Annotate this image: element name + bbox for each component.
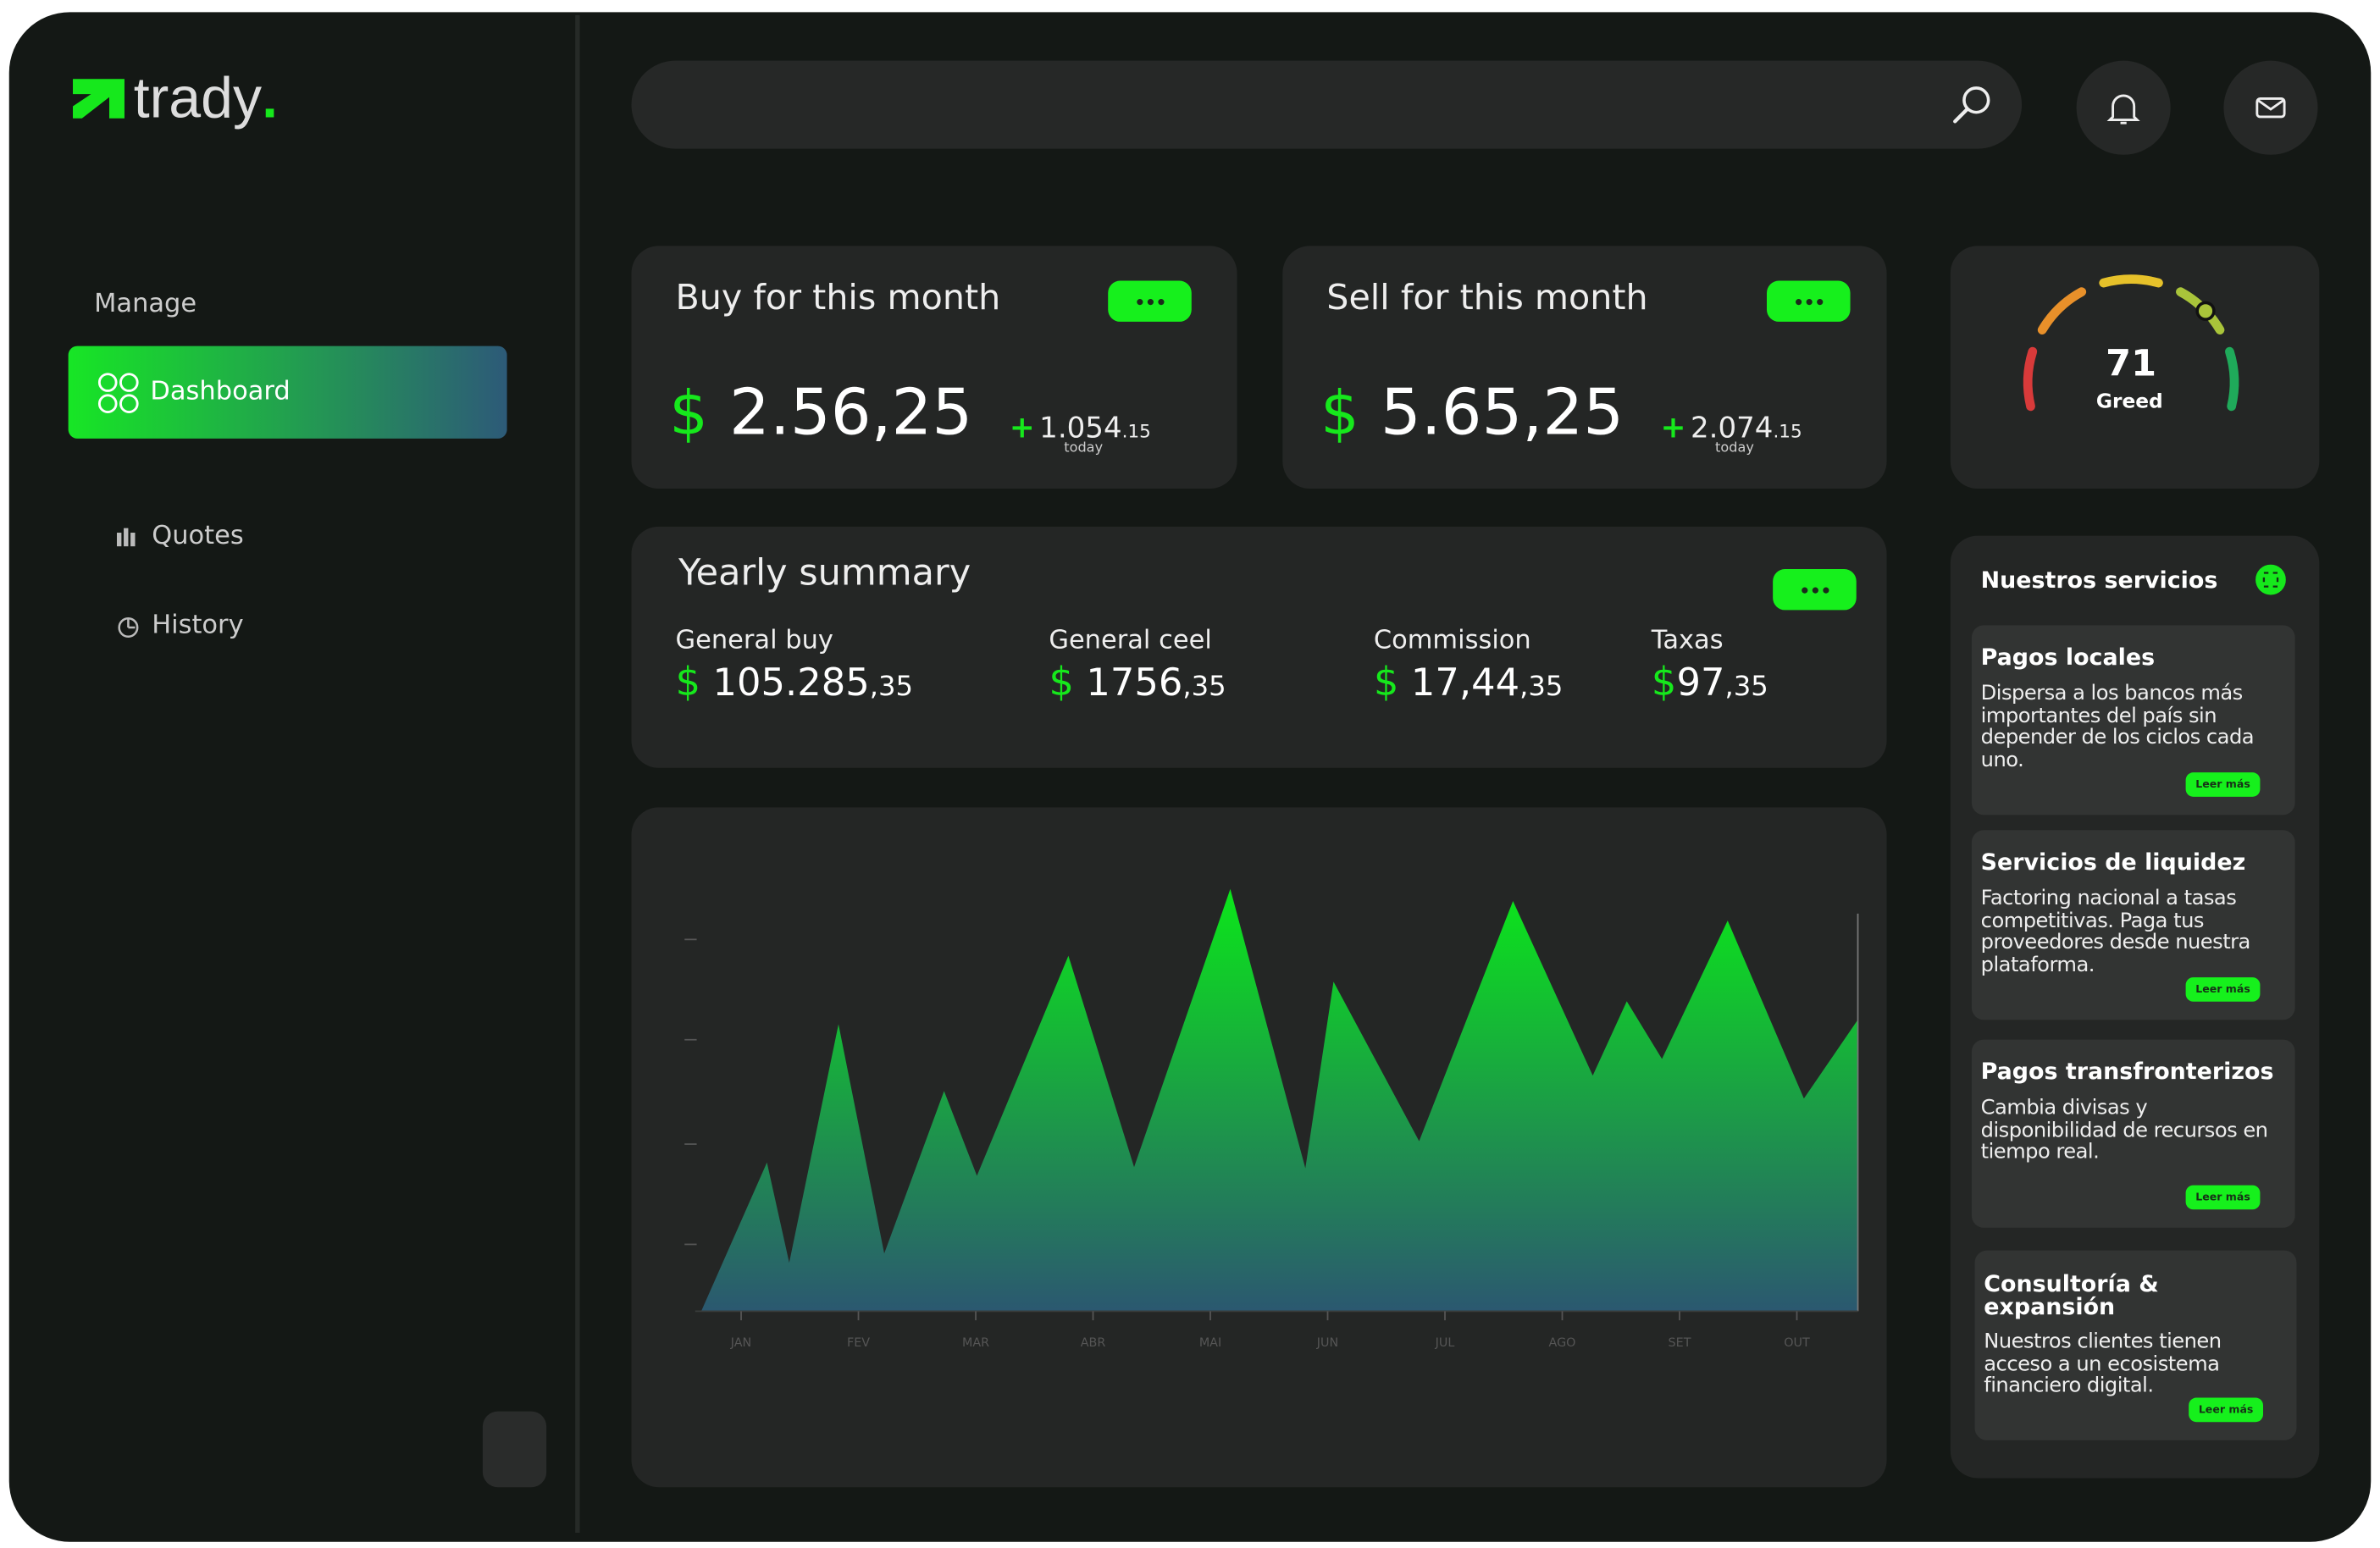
x-tick-label: JUL [1435, 1336, 1455, 1350]
summary-value: $97,35 [1652, 661, 1768, 707]
x-tick-label: JUN [1316, 1336, 1338, 1350]
x-tick-label: SET [1669, 1336, 1691, 1350]
area [701, 889, 1858, 1312]
service-card: Consultoría & expansión Nuestros clientes… [1975, 1251, 2297, 1440]
service-card: Pagos locales Dispersa a los bancos más i… [1972, 625, 2295, 815]
change-note: today [1064, 441, 1103, 457]
summary-label: General buy [675, 627, 833, 657]
summary-amount: 1756 [1086, 661, 1182, 705]
card-title: Buy for this month [675, 279, 1000, 318]
read-more-button[interactable]: Leer más [2189, 1398, 2263, 1423]
service-title: Consultoría & expansión [1984, 1274, 2287, 1319]
gauge-label: Greed [2096, 390, 2163, 412]
gauge-segment [2042, 292, 2082, 330]
summary-label: General ceel [1049, 627, 1211, 657]
currency: $ [675, 661, 700, 707]
summary-value: $105.285,35 [675, 661, 913, 707]
read-more-button[interactable]: Leer más [2186, 1186, 2261, 1210]
service-card: Servicios de liquidez Factoring nacional … [1972, 830, 2295, 1020]
summary-decimals: ,35 [1724, 672, 1768, 704]
service-title: Pagos locales [1981, 646, 2286, 669]
service-text: Factoring nacional a tasas competitivas.… [1981, 887, 2286, 976]
card-title: Sell for this month [1326, 279, 1647, 318]
currency: $ [1374, 661, 1399, 707]
x-tick-label: MAR [962, 1336, 989, 1350]
summary-label: Taxas [1652, 627, 1724, 657]
summary-decimals: ,35 [870, 672, 913, 704]
currency: $ [1320, 379, 1359, 449]
amount-value: 5.65,25 [1381, 376, 1624, 450]
change-decimals: .15 [1773, 422, 1802, 443]
service-text: Cambia divisas y disponibilidad de recur… [1981, 1097, 2286, 1164]
currency: $ [1049, 661, 1074, 707]
amount: $5.65,25 [1320, 376, 1624, 450]
summary-decimals: ,35 [1519, 672, 1563, 704]
read-more-button[interactable]: Leer más [2186, 977, 2261, 1002]
currency: $ [1652, 661, 1677, 707]
gauge-marker [2197, 302, 2214, 319]
x-tick-label: AGO [1549, 1336, 1576, 1350]
x-tick-label: FEV [847, 1336, 870, 1350]
service-title: Servicios de liquidez [1981, 851, 2286, 874]
read-more-button[interactable]: Leer más [2186, 772, 2261, 797]
gauge-value: 71 [2106, 342, 2156, 384]
summary-decimals: ,35 [1182, 672, 1226, 704]
gauge-segment [2028, 351, 2033, 406]
change-sign: + [1661, 410, 1686, 445]
summary-amount: 105.285 [712, 661, 869, 705]
change-note: today [1715, 441, 1754, 457]
summary-value: $1756,35 [1049, 661, 1226, 707]
amount: $2.56,25 [669, 376, 972, 450]
gauge-segment [2104, 279, 2159, 283]
service-text: Dispersa a los bancos más importantes de… [1981, 683, 2286, 771]
gauge-segment [2229, 351, 2234, 406]
summary-label: Commission [1374, 627, 1531, 657]
change-sign: + [1010, 410, 1035, 445]
change-decimals: .15 [1122, 422, 1151, 443]
x-tick-label: ABR [1081, 1336, 1106, 1350]
x-tick-label: MAI [1199, 1336, 1221, 1350]
summary-value: $17,44,35 [1374, 661, 1564, 707]
currency: $ [669, 379, 708, 449]
service-text: Nuestros clientes tienen acceso a un eco… [1984, 1331, 2287, 1397]
x-tick-label: JAN [730, 1336, 752, 1350]
x-tick-label: OUT [1784, 1336, 1810, 1350]
service-card: Pagos transfronterizos Cambia divisas y d… [1972, 1040, 2295, 1228]
summary-amount: 17,44 [1411, 661, 1519, 705]
summary-amount: 97 [1676, 661, 1724, 705]
service-title: Pagos transfronterizos [1981, 1061, 2286, 1084]
amount-value: 2.56,25 [729, 376, 972, 450]
